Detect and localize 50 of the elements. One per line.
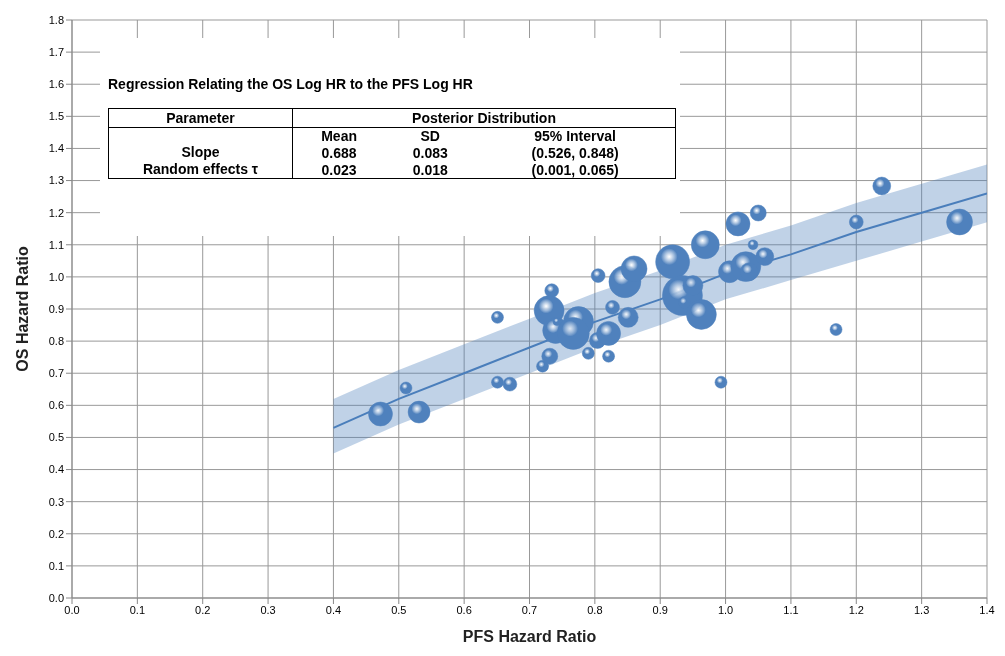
x-tick-label: 1.4	[979, 603, 995, 616]
x-axis-title: PFS Hazard Ratio	[462, 628, 597, 645]
y-tick-label: 1.0	[48, 270, 64, 283]
annotation: Random effects τ	[108, 161, 293, 179]
y-tick-label: 0.1	[48, 559, 64, 572]
x-tick-label: 1.0	[717, 603, 734, 616]
y-tick-label: 1.3	[48, 174, 64, 187]
y-tick-label: 0.7	[48, 367, 64, 380]
x-tick-label: 0.3	[260, 603, 276, 616]
x-tick-label: 0.4	[325, 603, 342, 616]
y-tick-label: 0.9	[48, 302, 64, 315]
annotation: 0.023	[320, 161, 358, 179]
y-tick-label: 0.5	[48, 431, 64, 444]
y-axis-title: OS Hazard Ratio	[13, 246, 31, 372]
y-tick-label: 0.6	[48, 399, 64, 412]
x-tick-label: 0.9	[652, 603, 668, 616]
annotation: Mean	[320, 127, 358, 144]
annotation: SD	[419, 127, 441, 144]
y-tick-label: 0.3	[48, 495, 64, 508]
x-tick-label: 0.2	[195, 603, 211, 616]
annotation: 95% Interval	[475, 127, 676, 144]
y-tick-label: 1.4	[48, 142, 64, 155]
y-tick-label: 1.6	[48, 78, 64, 91]
x-tick-label: 1.2	[848, 603, 864, 616]
y-tick-label: 0.4	[48, 463, 64, 476]
y-tick-label: 1.7	[48, 46, 64, 59]
y-tick-label: 1.5	[48, 110, 64, 123]
annotation: Parameter	[108, 108, 293, 128]
annotation: 0.018	[411, 161, 449, 179]
x-tick-label: 0.5	[391, 603, 407, 616]
annotation: 0.083	[411, 144, 449, 161]
annotation: Slope	[108, 144, 293, 161]
y-tick-label: 1.2	[48, 206, 64, 219]
x-tick-label: 1.3	[913, 603, 930, 616]
x-tick-label: 0.1	[129, 603, 146, 616]
y-tick-label: 0.0	[48, 591, 64, 604]
annotation: (0.001, 0.065)	[475, 161, 676, 179]
x-tick-label: 0.0	[64, 603, 80, 616]
y-tick-label: 0.8	[48, 335, 64, 348]
y-tick-label: 1.1	[48, 238, 64, 251]
annotation: Regression Relating the OS Log HR to the PFS Log HR	[108, 76, 473, 92]
y-tick-label: 0.2	[48, 527, 64, 540]
x-tick-label: 0.6	[456, 603, 472, 616]
annotation: 0.688	[320, 144, 358, 161]
annotation: Posterior Distribution	[411, 109, 557, 128]
x-tick-label: 0.8	[587, 603, 603, 616]
y-tick-label: 1.8	[48, 13, 64, 26]
x-tick-label: 1.1	[783, 603, 799, 616]
annotation: (0.526, 0.848)	[475, 144, 676, 161]
x-tick-label: 0.7	[521, 603, 538, 616]
